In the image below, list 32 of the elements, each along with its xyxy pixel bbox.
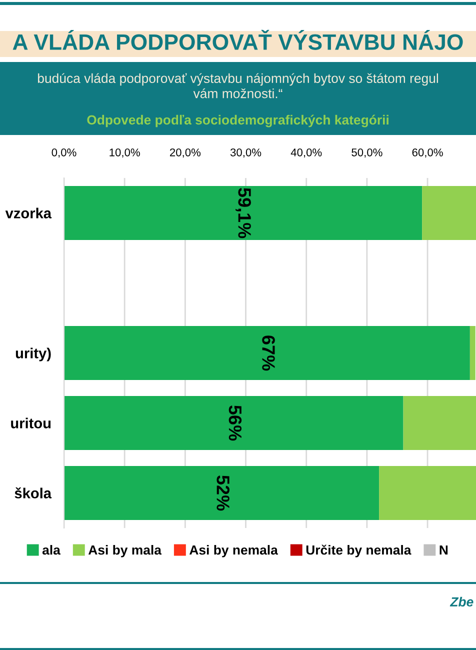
bar [379, 466, 476, 520]
x-tick-label: 40,0% [290, 148, 322, 158]
text: Odpovede podľa sociodemografických kategórii [87, 114, 388, 128]
x-tick-label: 50,0% [352, 148, 382, 158]
legend-label: Asi by nemala [189, 544, 278, 558]
y-tick-label: vzorka [5, 208, 52, 218]
bar [403, 396, 476, 450]
legend-label: Asi by mala [88, 544, 162, 558]
data-label: 59,1% [236, 188, 251, 238]
y-tick-label: uritou [11, 418, 51, 428]
bar [64, 466, 380, 520]
legend-label: N [440, 545, 448, 555]
x-tick-label: 60,0% [412, 148, 443, 158]
legend-label: ala [42, 544, 61, 555]
y-tick-label: škola [14, 487, 52, 498]
bar [422, 186, 476, 240]
x-tick-label: 10,0% [110, 148, 140, 158]
legend-label: Určite by nemala [306, 544, 412, 558]
y-tick-label: urity) [16, 348, 51, 362]
x-tick-label: 30,0% [230, 148, 262, 158]
x-tick-label: 20,0% [170, 148, 201, 158]
bar [64, 396, 404, 450]
bar [64, 186, 422, 240]
data-label: 52% [216, 475, 230, 511]
chart-subtitle: budúca vláda podporovať výstavbu nájomných bytov so štátom regul vám možnosti.“ [38, 73, 438, 98]
bar [64, 326, 470, 380]
chart-title: A VLÁDA PODPOROVAŤ VÝSTAVBU NÁJO [12, 30, 463, 50]
data-label: 56% [228, 405, 242, 441]
x-tick-label: 0,0% [52, 148, 76, 158]
text: Zbe [450, 596, 474, 607]
bar [470, 326, 476, 380]
data-label: 67% [262, 336, 275, 371]
